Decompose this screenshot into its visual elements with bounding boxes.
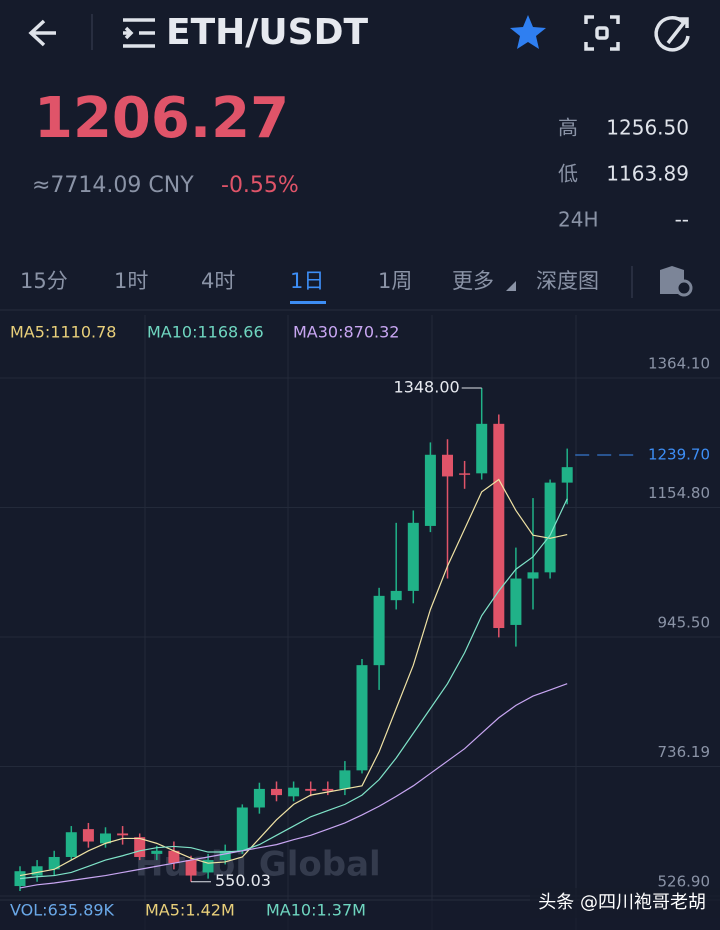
candle-body [424,454,436,526]
candle-body [65,832,77,857]
tab-bar: 15分 1时 4时 1日 1周 更多 深度图 [20,269,599,304]
ma-legend: MA5:1110.78 [10,323,116,342]
candle-body [236,807,248,851]
stat-label: 高 [558,116,578,140]
ma-legend: MA10:1168.66 [147,323,264,342]
candle-body [151,850,163,854]
candle-body [202,860,214,873]
price-change: -0.55% [221,173,299,198]
candle-body [356,665,368,771]
candle-body [271,788,282,796]
y-tick-label: 736.19 [658,743,711,761]
tab[interactable]: 1日 [290,269,324,293]
share-icon[interactable] [654,16,690,52]
candle-body [305,788,317,791]
candle-body [322,788,334,791]
tab[interactable]: 1周 [378,269,412,293]
candle-body [407,522,419,591]
scan-icon[interactable] [584,15,620,51]
candle-body [527,572,539,579]
stat-value: 1256.50 [606,116,689,140]
dropdown-arrow [506,281,516,291]
ma-legend: MA30:870.32 [293,323,399,342]
tab[interactable]: 深度图 [536,269,599,293]
stat-value: 1163.89 [606,162,689,186]
candle-body [219,850,231,861]
watermark: 头条 @四川袍哥老胡 [538,892,706,913]
candle-body [185,860,197,876]
ma-line [19,478,568,877]
volume-legend: VOL:635.89K [10,901,115,920]
tab[interactable]: 1时 [114,269,148,293]
stat-label: 低 [558,162,578,186]
low-label: 550.03 [215,871,271,890]
stat-value: -- [675,208,689,232]
candle-body [253,788,265,808]
y-tick-label: 1364.10 [648,354,710,372]
tab-underline [290,301,326,304]
vertical-grid [144,315,577,930]
candle-body [459,473,471,475]
candle-body [442,454,453,477]
pair-title: ETH/USDT [166,12,368,53]
candle-body [288,787,300,797]
candle-body [134,837,146,857]
candle-body [168,850,180,864]
candle-body [544,482,556,573]
candle-body [373,595,385,666]
y-tick-label: 1154.80 [648,484,710,502]
candle-body [390,590,402,601]
ma-line [19,683,568,889]
plot: 1364.10 1154.80 945.50 736.19 526.90 1348.00 5… [0,354,720,897]
candle-body [117,833,129,836]
menu-icon[interactable] [123,18,155,48]
tab[interactable]: 更多 [452,269,494,293]
volume-legend: MA10:1.37M [266,901,366,920]
candle-body [493,423,505,629]
candle-body [510,578,522,625]
candle-body [31,866,43,876]
y-tick-label: 945.50 [658,614,711,632]
cny-price: ≈7714.09 CNY [32,173,194,198]
tab[interactable]: 4时 [201,269,235,293]
high-label: 1348.00 [394,377,460,396]
candle-body [561,467,573,483]
last-price: 1206.27 [34,86,289,151]
candle-body [82,829,94,842]
back-button[interactable] [28,19,56,47]
stat-label: 24H [558,208,599,232]
last-price-label: 1239.70 [648,445,710,463]
ma-line [19,498,568,880]
settings-icon[interactable] [660,266,693,297]
y-tick-label: 526.90 [658,873,711,891]
candle-body [100,833,111,844]
candle-body [48,856,60,870]
volume-legend: MA5:1.42M [145,901,235,920]
watermark-bg [530,888,720,918]
candle-body [476,423,488,474]
candle-body [339,770,351,789]
tab[interactable]: 15分 [20,269,68,293]
favorite-star[interactable] [510,15,546,49]
